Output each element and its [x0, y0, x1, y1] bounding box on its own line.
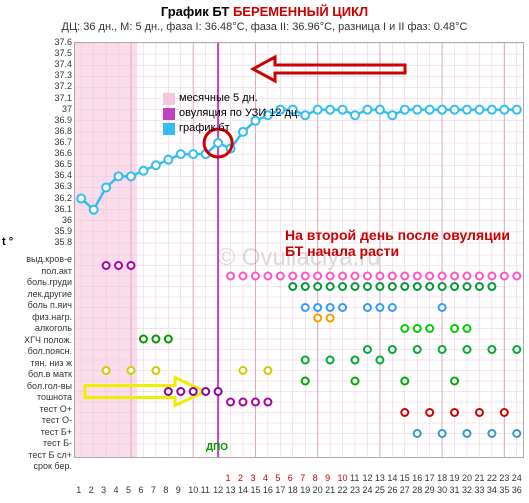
- dpo-label: ДПО: [206, 442, 228, 453]
- legend: месячные 5 дн. овуляция по УЗИ 12 дц. гр…: [163, 91, 300, 136]
- legend-ovul: овуляция по УЗИ 12 дц.: [163, 106, 300, 121]
- plot-area: месячные 5 дн. овуляция по УЗИ 12 дц. гр…: [74, 42, 524, 458]
- chart-container: График БТ БЕРЕМЕННЫЙ ЦИКЛ ДЦ: 36 дн., М:…: [0, 0, 529, 503]
- title-main: БЕРЕМЕННЫЙ ЦИКЛ: [233, 4, 368, 19]
- t-axis-label: t °: [2, 236, 13, 248]
- legend-menses: месячные 5 дн.: [163, 91, 300, 106]
- x-axis: 1234567891011121314151617181920212223241…: [74, 473, 522, 497]
- title-prefix: График БТ: [161, 4, 230, 19]
- subtitle: ДЦ: 36 дн., М: 5 дн., фаза I: 36.48°С, ф…: [0, 19, 529, 35]
- chart-title: График БТ БЕРЕМЕННЫЙ ЦИКЛ: [0, 0, 529, 19]
- symptom-labels: выд.кров-епол.актболь.грудилек.другиебол…: [2, 254, 72, 473]
- annotation-text: На второй день после овуляции БТ начала …: [285, 227, 523, 259]
- legend-bt: график бт: [163, 121, 300, 136]
